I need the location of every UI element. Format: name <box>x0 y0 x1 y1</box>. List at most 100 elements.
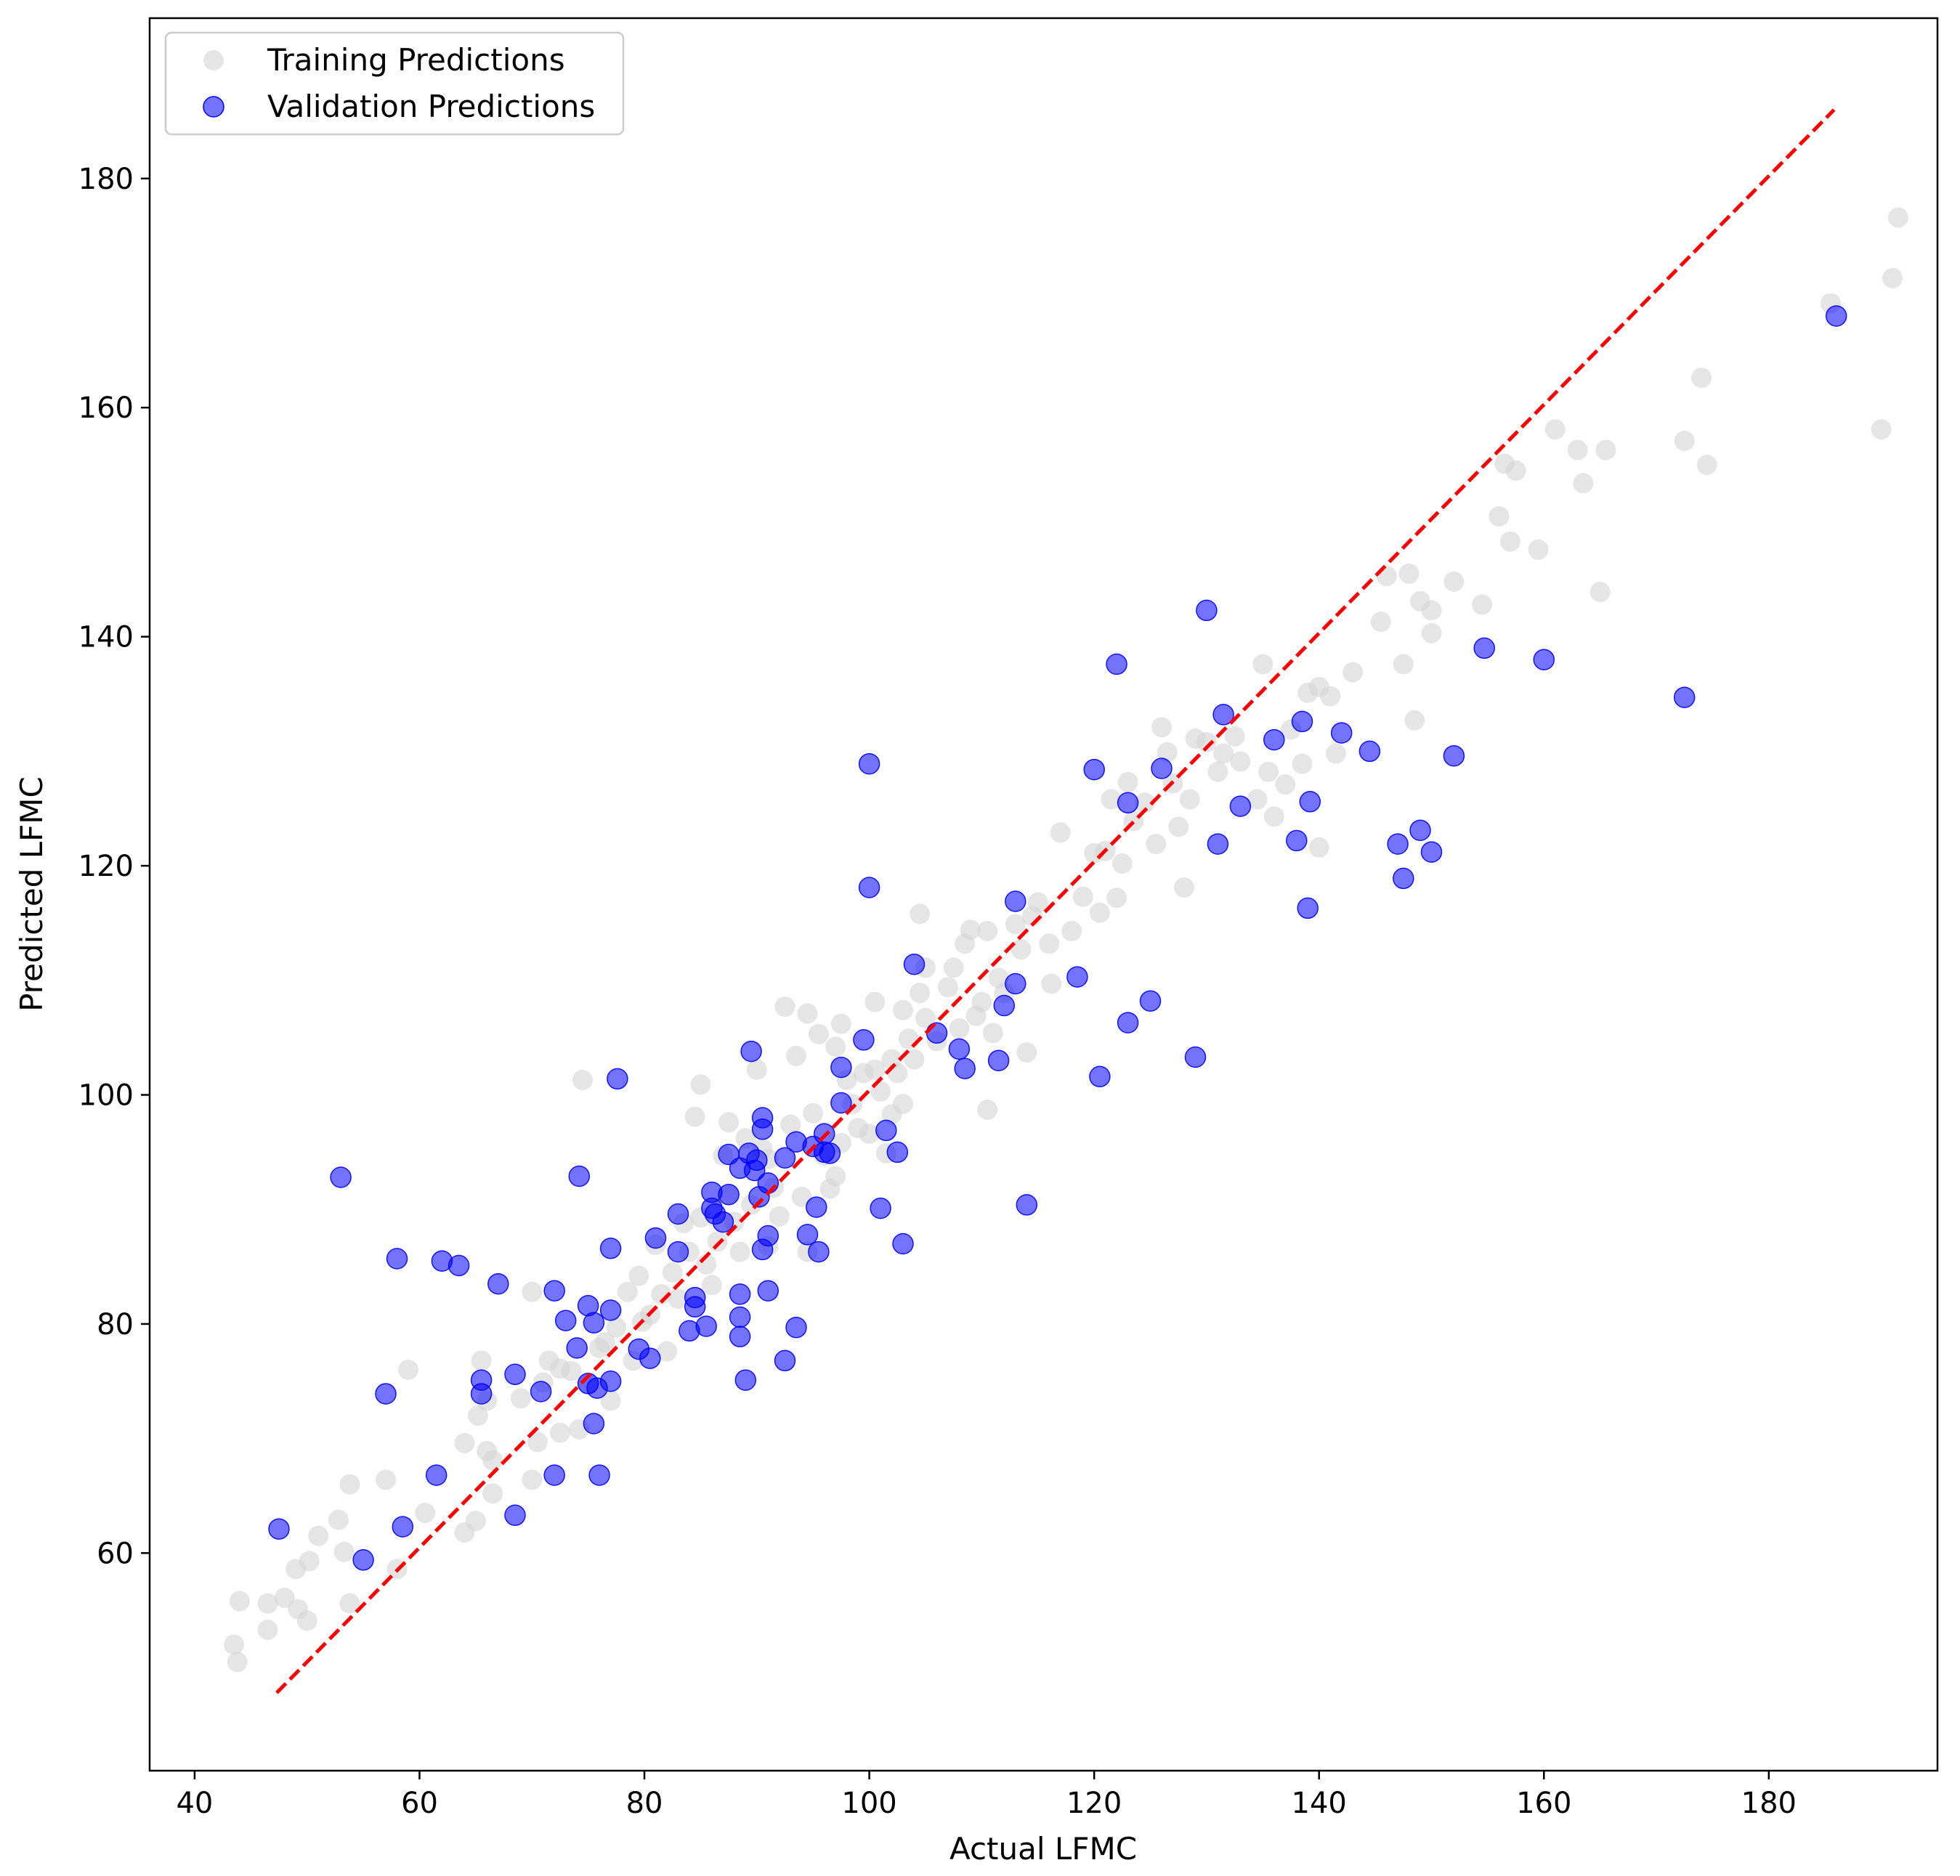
x-tick-label: 80 <box>626 1787 663 1820</box>
training-point <box>471 1350 492 1371</box>
validation-point <box>1330 722 1353 744</box>
training-point <box>1404 710 1425 731</box>
validation-point <box>729 1283 751 1305</box>
training-point <box>949 1018 970 1039</box>
validation-point <box>1229 795 1252 817</box>
validation-point <box>268 1518 290 1540</box>
training-point <box>1146 834 1167 855</box>
y-tick-label: 80 <box>97 1308 134 1341</box>
validation-point <box>1139 990 1162 1012</box>
validation-point <box>774 1349 796 1372</box>
training-point <box>774 996 795 1018</box>
validation-point <box>543 1280 565 1302</box>
training-point <box>454 1432 475 1453</box>
validation-point <box>695 1315 717 1337</box>
training-point <box>1151 717 1172 738</box>
training-point <box>229 1591 250 1612</box>
validation-point <box>858 877 880 898</box>
training-point <box>224 1634 245 1655</box>
validation-point <box>487 1272 509 1295</box>
validation-point <box>1673 686 1696 708</box>
training-point <box>780 1114 801 1135</box>
validation-point <box>504 1504 526 1527</box>
training-point <box>684 1106 705 1127</box>
validation-point <box>470 1383 493 1405</box>
legend: Training Predictions Validation Predicti… <box>164 31 625 136</box>
training-point <box>1595 439 1616 460</box>
training-point <box>830 1013 851 1034</box>
legend-validation-label: Validation Predictions <box>267 89 595 124</box>
validation-point <box>1533 649 1555 670</box>
training-point <box>1343 662 1364 683</box>
training-point <box>1871 419 1892 440</box>
training-point <box>1393 654 1414 675</box>
training-point <box>296 1610 317 1631</box>
validation-points-group <box>268 305 1847 1571</box>
training-point <box>1320 686 1341 707</box>
training-point <box>1016 1042 1037 1063</box>
validation-point <box>1825 305 1847 327</box>
training-point <box>937 977 958 998</box>
training-point <box>898 1028 919 1049</box>
x-axis-ticks: 40 60 80 100 120 140 160 180 <box>176 1771 1797 1820</box>
training-point <box>1292 753 1313 774</box>
validation-point <box>830 1092 852 1114</box>
training-point <box>803 1103 824 1124</box>
training-point <box>893 1094 913 1115</box>
training-point <box>977 1100 998 1120</box>
validation-point <box>819 1142 841 1164</box>
training-point <box>628 1265 649 1286</box>
training-point <box>1544 419 1566 440</box>
training-point <box>729 1241 750 1262</box>
training-point <box>594 1332 615 1353</box>
reference-line-group <box>275 108 1836 1694</box>
training-point <box>1489 506 1510 527</box>
validation-point <box>583 1413 605 1434</box>
validation-point <box>948 1038 971 1060</box>
validation-point <box>644 1227 667 1249</box>
validation-point <box>639 1347 661 1369</box>
validation-point <box>1443 744 1465 767</box>
training-point <box>1050 822 1071 843</box>
validation-point <box>751 1107 774 1129</box>
training-point <box>482 1483 503 1504</box>
validation-point <box>1358 740 1381 763</box>
validation-point <box>568 1165 591 1187</box>
training-point <box>1213 743 1234 764</box>
y-axis-ticks: 60 80 100 120 140 160 180 <box>78 163 150 1570</box>
validation-point <box>870 1197 891 1219</box>
training-point <box>910 904 931 925</box>
training-point <box>1696 455 1717 476</box>
validation-point <box>1473 637 1495 659</box>
x-tick-label: 40 <box>176 1787 213 1820</box>
training-point <box>910 983 931 1004</box>
training-point <box>769 1206 790 1227</box>
training-point <box>1157 742 1178 763</box>
validation-point <box>1089 1065 1111 1088</box>
x-tick-label: 120 <box>1066 1787 1122 1820</box>
training-points-group <box>224 207 1908 1673</box>
validation-point <box>1106 653 1127 675</box>
training-point <box>1247 789 1268 810</box>
training-point <box>707 1231 728 1252</box>
training-point <box>887 1063 908 1084</box>
validation-point <box>1409 819 1431 841</box>
training-point <box>572 1070 593 1090</box>
validation-point <box>875 1119 897 1142</box>
training-point <box>339 1593 360 1614</box>
training-point <box>1230 751 1251 772</box>
training-point <box>333 1541 355 1562</box>
validation-point <box>1005 890 1026 912</box>
training-point <box>510 1388 531 1409</box>
training-point <box>1376 566 1397 587</box>
validation-point <box>599 1371 622 1392</box>
validation-point <box>808 1240 830 1263</box>
training-point <box>1325 743 1346 764</box>
validation-point <box>1117 792 1139 814</box>
x-tick-label: 60 <box>401 1787 438 1820</box>
x-tick-label: 160 <box>1516 1787 1571 1820</box>
training-point <box>1499 531 1520 552</box>
training-point <box>227 1652 248 1673</box>
legend-box <box>164 31 625 136</box>
validation-point <box>599 1299 622 1321</box>
